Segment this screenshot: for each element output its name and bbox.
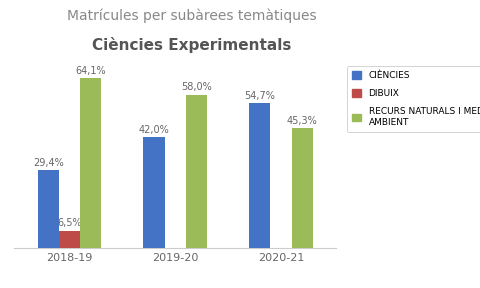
Text: 45,3%: 45,3% [287,116,318,126]
Text: 29,4%: 29,4% [33,158,64,168]
Legend: CIÈNCIES, DIBUIX, RECURS NATURALS I MEDI
AMBIENT: CIÈNCIES, DIBUIX, RECURS NATURALS I MEDI… [347,66,480,132]
Text: 6,5%: 6,5% [57,218,82,228]
Text: 42,0%: 42,0% [139,125,169,135]
Bar [291,128,313,248]
Bar [249,103,270,248]
Text: 58,0%: 58,0% [181,82,212,92]
Text: 64,1%: 64,1% [75,66,106,76]
Bar [144,137,165,248]
Bar [59,230,80,248]
Bar [37,170,59,248]
Bar [80,78,101,248]
Text: 54,7%: 54,7% [244,91,275,101]
Text: Ciències Experimentals: Ciències Experimentals [92,37,292,54]
Bar [186,94,207,248]
Text: Matrícules per subàrees temàtiques: Matrícules per subàrees temàtiques [67,9,317,23]
